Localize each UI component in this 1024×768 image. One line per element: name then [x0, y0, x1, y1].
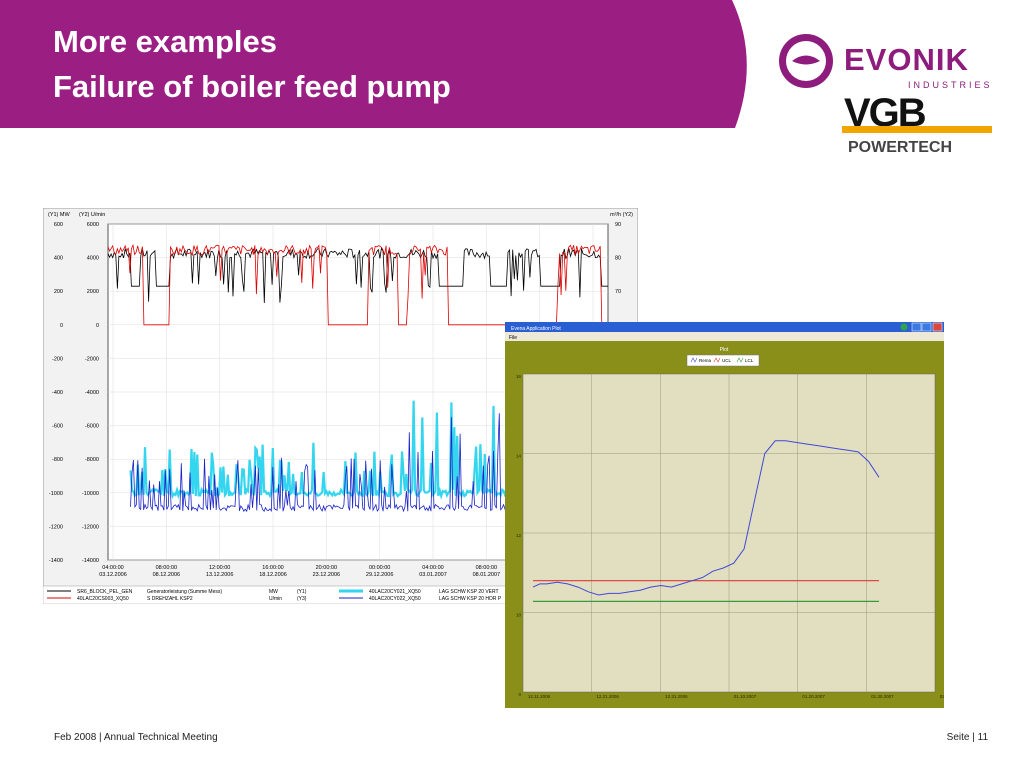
y2-tick-label: 2000 — [87, 289, 99, 295]
window-minimize-button — [911, 322, 922, 332]
app-y-tick: 16 — [516, 374, 522, 379]
vgb-logo: VGB POWERTECH — [842, 92, 992, 154]
legend-unit: U/min — [269, 596, 282, 602]
legend-desc: Generatorleistung (Summe Mess) — [147, 589, 222, 595]
application-plot-window[interactable]: Evena Application Plot File Plot Rema UCL… — [505, 322, 944, 708]
y1-tick-label: 200 — [54, 289, 63, 295]
app-legend-label: LCL — [745, 358, 754, 363]
legend-unit: MW — [269, 589, 278, 595]
app-x-tick: 12.31.2006 — [665, 694, 688, 699]
plot-legend-box — [686, 354, 760, 367]
window-maximize-button — [921, 322, 932, 332]
y1-tick-label: 400 — [54, 256, 63, 262]
y2-tick-label: -4000 — [85, 390, 99, 396]
x-tick-date: 08.12.2006 — [153, 572, 181, 578]
legend-axis: (Y3) — [297, 596, 307, 602]
y1-tick-label: -1000 — [49, 491, 63, 497]
x-tick-time: 12:00:00 — [209, 565, 230, 571]
x-tick-date: 23.12.2006 — [313, 572, 341, 578]
x-tick-date: 03.01.2007 — [419, 572, 447, 578]
evonik-logo: EVONIK INDUSTRIES — [779, 34, 993, 90]
y3-tick-label: 80 — [615, 256, 621, 262]
y3-tick-label: 70 — [615, 289, 621, 295]
pi-series-line — [130, 413, 509, 513]
app-x-tick: 01.20.2007 — [802, 694, 825, 699]
x-tick-time: 08:00:00 — [476, 565, 497, 571]
y2-tick-label: -10000 — [82, 491, 99, 497]
y2-tick-label: -12000 — [82, 524, 99, 530]
app-x-tick: 01.30.2007 — [871, 694, 894, 699]
footer-page-number: Seite | 11 — [946, 732, 988, 743]
x-tick-time: 16:00:00 — [262, 565, 283, 571]
pi-series-line — [129, 400, 510, 500]
y1-axis-label: (Y1) MW — [48, 212, 71, 218]
y2-tick-label: -2000 — [85, 356, 99, 362]
header-band — [0, 0, 747, 128]
app-legend-swatch — [690, 357, 698, 363]
legend-tag: 40LAC20CS003_XQ50 — [77, 596, 129, 602]
evonik-subtitle: INDUSTRIES — [908, 80, 993, 90]
x-tick-date: 29.12.2006 — [366, 572, 394, 578]
app-legend-label: Rema — [699, 358, 712, 363]
x-tick-date: 18.12.2006 — [259, 572, 287, 578]
window-close-button — [932, 322, 943, 332]
x-tick-time: 20:00:00 — [316, 565, 337, 571]
pi-legend-box — [43, 585, 638, 604]
app-y-tick: 10 — [516, 613, 522, 618]
y1-tick-label: -1200 — [49, 524, 63, 530]
window-app-icon — [900, 323, 908, 331]
app-legend-label: UCL — [722, 358, 731, 363]
y2-tick-label: -6000 — [85, 424, 99, 430]
y2-tick-label: -8000 — [85, 457, 99, 463]
y1-tick-label: -600 — [52, 424, 63, 430]
y2-axis-label: (Y2) U/min — [79, 212, 105, 218]
app-y-tick: 0 — [518, 692, 521, 697]
app-legend-swatch — [713, 357, 721, 363]
y3-axis-label: m³/h (Y2) — [610, 212, 633, 218]
y2-tick-label: -14000 — [82, 558, 99, 564]
x-tick-date: 03.12.2006 — [99, 572, 127, 578]
x-tick-date: 08.01.2007 — [473, 572, 501, 578]
y3-tick-label: 90 — [615, 222, 621, 228]
y1-tick-label: 600 — [54, 222, 63, 228]
menu-file: File — [509, 335, 517, 341]
slide-title-line1: More examples — [53, 24, 277, 59]
y2-tick-label: 4000 — [87, 256, 99, 262]
legend-tag: 40LAC20CY022_XQ50 — [369, 596, 421, 602]
legend-tag: 40LAC20CY021_XQ50 — [369, 589, 421, 595]
pi-series-line — [107, 247, 608, 304]
y1-tick-label: -400 — [52, 390, 63, 396]
plot-title: Plot — [720, 347, 729, 353]
legend-axis: (Y1) — [297, 589, 307, 595]
app-y-tick: 14 — [516, 454, 522, 459]
x-tick-time: 04:00:00 — [422, 565, 443, 571]
legend-desc: S DREHZAHL KSP2 — [147, 596, 193, 602]
app-x-tick: 02.09.2007 — [940, 694, 944, 699]
y2-tick-label: 0 — [96, 323, 99, 329]
x-tick-time: 00:00:00 — [369, 565, 390, 571]
app-x-tick: 01.10.2007 — [734, 694, 757, 699]
y1-tick-label: 0 — [60, 323, 63, 329]
app-x-tick: 12.11.2006 — [528, 694, 551, 699]
y1-tick-label: -800 — [52, 457, 63, 463]
evonik-wordmark: EVONIK — [844, 42, 969, 77]
legend-tag: SR6_BLOCK_PEL_GEN — [77, 589, 133, 595]
rema-series-line — [532, 440, 880, 596]
vgb-subtitle: POWERTECH — [848, 139, 952, 154]
legend-desc: LAG SCHW KSP 20 VERT — [439, 589, 499, 595]
y2-tick-label: 6000 — [87, 222, 99, 228]
app-x-tick: 12.21.2006 — [596, 694, 619, 699]
y1-tick-label: -1400 — [49, 558, 63, 564]
app-y-tick: 12 — [516, 533, 522, 538]
app-legend-swatch — [736, 357, 744, 363]
legend-desc: LAG SCHW KSP 20 HOR P — [439, 596, 502, 602]
slide-title-line2: Failure of boiler feed pump — [53, 69, 451, 104]
y1-tick-label: -200 — [52, 356, 63, 362]
footer-left: Feb 2008 | Annual Technical Meeting — [54, 732, 218, 743]
x-tick-time: 04:00:00 — [102, 565, 123, 571]
x-tick-date: 13.12.2006 — [206, 572, 234, 578]
window-title: Evena Application Plot — [511, 326, 561, 332]
x-tick-time: 08:00:00 — [156, 565, 177, 571]
